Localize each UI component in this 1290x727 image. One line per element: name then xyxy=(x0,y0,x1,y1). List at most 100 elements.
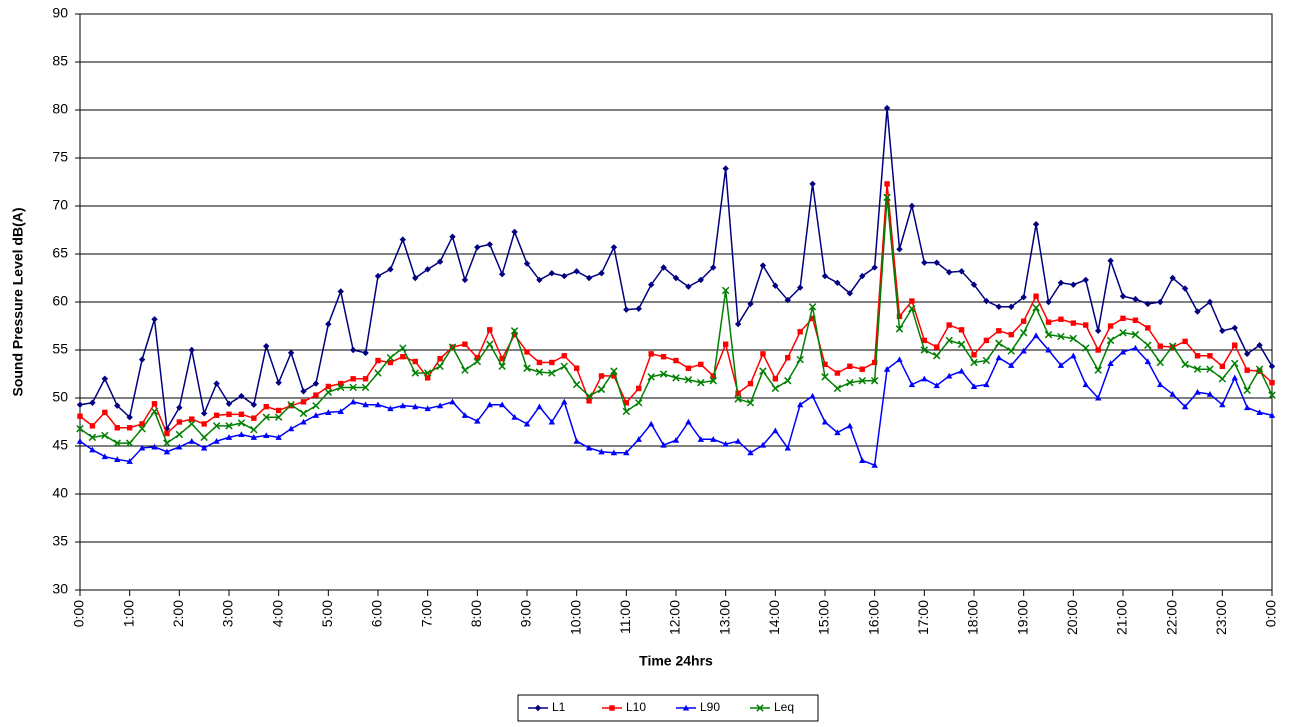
marker xyxy=(164,430,170,437)
marker xyxy=(386,353,395,362)
marker xyxy=(324,388,333,396)
marker xyxy=(89,399,96,406)
marker xyxy=(734,320,742,328)
marker xyxy=(474,244,481,251)
marker xyxy=(1132,317,1139,323)
marker xyxy=(747,449,754,456)
marker xyxy=(1070,281,1077,288)
marker xyxy=(586,398,592,404)
marker xyxy=(188,438,195,444)
marker xyxy=(660,354,667,360)
marker xyxy=(572,380,581,389)
marker xyxy=(399,344,407,352)
marker xyxy=(784,376,792,385)
marker xyxy=(213,380,220,387)
marker xyxy=(1057,279,1065,286)
marker xyxy=(1193,365,1202,373)
marker xyxy=(1008,331,1014,338)
marker xyxy=(573,438,580,444)
marker xyxy=(635,399,643,407)
marker xyxy=(76,401,84,408)
marker xyxy=(349,398,357,405)
marker xyxy=(834,279,841,286)
marker xyxy=(1269,379,1275,386)
marker xyxy=(846,422,854,429)
marker xyxy=(349,383,357,392)
marker xyxy=(175,430,184,439)
marker xyxy=(125,439,134,447)
marker xyxy=(225,400,233,407)
marker xyxy=(536,403,543,410)
marker xyxy=(1020,347,1027,354)
marker xyxy=(659,370,668,378)
marker xyxy=(957,340,966,348)
marker xyxy=(734,395,742,403)
marker xyxy=(995,303,1003,310)
marker xyxy=(523,260,531,267)
marker xyxy=(561,353,567,359)
marker xyxy=(1206,390,1214,397)
marker xyxy=(1244,367,1250,373)
marker xyxy=(461,412,469,418)
marker xyxy=(597,385,606,394)
marker xyxy=(796,355,804,364)
x-tick-label: 22:00 xyxy=(1163,600,1179,635)
marker xyxy=(300,399,307,405)
marker xyxy=(759,262,767,269)
marker xyxy=(77,413,83,419)
marker xyxy=(846,378,854,387)
marker xyxy=(722,440,729,447)
x-tick-label: 1:00 xyxy=(120,600,136,627)
marker xyxy=(1256,368,1263,374)
marker xyxy=(498,362,506,371)
marker xyxy=(623,400,630,406)
x-tick-label: 19:00 xyxy=(1014,600,1030,635)
marker xyxy=(200,444,208,451)
marker xyxy=(473,357,482,366)
marker xyxy=(585,392,593,400)
marker xyxy=(808,303,817,311)
marker xyxy=(585,444,593,451)
marker xyxy=(139,421,145,427)
marker xyxy=(1182,338,1188,345)
marker xyxy=(809,315,816,322)
marker xyxy=(212,422,221,430)
marker xyxy=(995,339,1003,348)
marker xyxy=(561,272,568,280)
marker xyxy=(274,413,283,421)
marker xyxy=(387,359,394,366)
marker xyxy=(375,357,381,364)
marker xyxy=(896,313,903,320)
marker xyxy=(1119,328,1127,337)
marker xyxy=(337,288,344,295)
marker xyxy=(970,281,978,288)
marker xyxy=(399,402,407,409)
marker xyxy=(1008,362,1015,368)
marker xyxy=(225,422,233,430)
marker xyxy=(423,369,432,377)
marker xyxy=(1019,328,1028,337)
marker xyxy=(225,434,233,440)
marker xyxy=(771,384,780,393)
marker xyxy=(1243,404,1251,411)
marker xyxy=(647,373,655,381)
marker xyxy=(710,264,717,271)
marker xyxy=(983,381,990,388)
marker xyxy=(598,270,605,277)
x-tick-label: 9:00 xyxy=(518,600,534,627)
marker xyxy=(312,412,320,418)
marker xyxy=(1194,389,1201,395)
marker xyxy=(1181,403,1189,410)
marker xyxy=(412,358,418,365)
marker xyxy=(772,427,779,434)
marker xyxy=(1232,342,1238,348)
marker xyxy=(697,436,705,442)
marker xyxy=(89,446,96,453)
marker xyxy=(636,385,642,392)
marker xyxy=(1268,391,1276,399)
marker xyxy=(821,373,829,381)
marker xyxy=(88,433,97,442)
marker xyxy=(411,369,419,377)
marker xyxy=(238,392,245,400)
marker xyxy=(213,438,220,444)
